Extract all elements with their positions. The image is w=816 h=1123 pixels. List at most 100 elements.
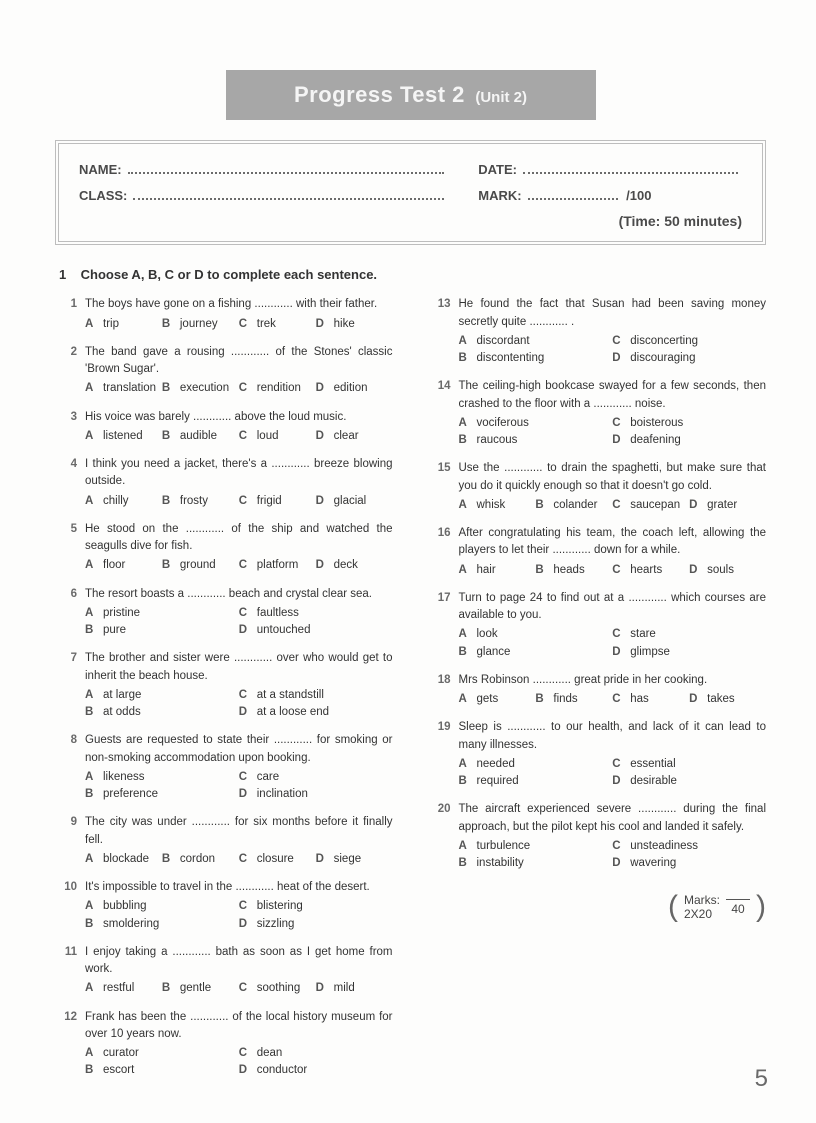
option[interactable]: Bjourney — [162, 316, 239, 333]
option[interactable]: Ddesirable — [612, 773, 766, 790]
option[interactable]: Awhisk — [459, 497, 536, 514]
option[interactable]: Dsouls — [689, 562, 766, 579]
option[interactable]: Crendition — [239, 380, 316, 397]
option[interactable]: Ccare — [239, 769, 393, 786]
option[interactable]: Cfaultless — [239, 605, 393, 622]
option[interactable]: Bfinds — [535, 691, 612, 708]
option[interactable]: Bpure — [85, 622, 239, 639]
option[interactable]: Bcordon — [162, 851, 239, 868]
option[interactable]: Bfrosty — [162, 493, 239, 510]
option[interactable]: Bcolander — [535, 497, 612, 514]
option[interactable]: Ahair — [459, 562, 536, 579]
option[interactable]: Cdean — [239, 1045, 393, 1062]
option[interactable]: Aturbulence — [459, 838, 613, 855]
option[interactable]: Aat large — [85, 687, 239, 704]
option[interactable]: Chas — [612, 691, 689, 708]
question-number: 15 — [429, 460, 459, 495]
option[interactable]: Bground — [162, 557, 239, 574]
question-text: He stood on the ............ of the ship… — [85, 521, 393, 556]
options: Aat largeCat a standstillBat oddsDat a l… — [85, 687, 393, 722]
name-dots[interactable] — [128, 160, 445, 174]
option[interactable]: Cblistering — [239, 898, 393, 915]
option[interactable]: Cfrigid — [239, 493, 316, 510]
option[interactable]: Cclosure — [239, 851, 316, 868]
option[interactable]: Brequired — [459, 773, 613, 790]
option[interactable]: Bpreference — [85, 786, 239, 803]
option-letter: D — [612, 350, 630, 367]
option[interactable]: Agets — [459, 691, 536, 708]
option[interactable]: Bheads — [535, 562, 612, 579]
option-text: pristine — [103, 605, 140, 622]
option[interactable]: Baudible — [162, 428, 239, 445]
option[interactable]: Bescort — [85, 1062, 239, 1079]
question-columns: 1The boys have gone on a fishing .......… — [55, 296, 766, 1090]
option[interactable]: Csoothing — [239, 980, 316, 997]
option[interactable]: Cunsteadiness — [612, 838, 766, 855]
option[interactable]: Dhike — [316, 316, 393, 333]
option[interactable]: Dsiege — [316, 851, 393, 868]
option[interactable]: Dglacial — [316, 493, 393, 510]
option[interactable]: Ablockade — [85, 851, 162, 868]
option[interactable]: Cplatform — [239, 557, 316, 574]
option[interactable]: Dinclination — [239, 786, 393, 803]
option[interactable]: Alook — [459, 626, 613, 643]
class-dots[interactable] — [133, 187, 444, 201]
option[interactable]: Bgentle — [162, 980, 239, 997]
option[interactable]: Ddeck — [316, 557, 393, 574]
option[interactable]: Braucous — [459, 432, 613, 449]
option[interactable]: Binstability — [459, 855, 613, 872]
mark-dots[interactable] — [528, 187, 619, 201]
option[interactable]: Alistened — [85, 428, 162, 445]
date-dots[interactable] — [523, 160, 738, 174]
option[interactable]: Bexecution — [162, 380, 239, 397]
question-text: Mrs Robinson ............ great pride in… — [459, 672, 767, 689]
option[interactable]: Bglance — [459, 644, 613, 661]
option[interactable]: Ctrek — [239, 316, 316, 333]
option[interactable]: Adiscordant — [459, 333, 613, 350]
option[interactable]: Dtakes — [689, 691, 766, 708]
option-letter: A — [459, 691, 477, 708]
option[interactable]: Cdisconcerting — [612, 333, 766, 350]
option[interactable]: Dglimpse — [612, 644, 766, 661]
option[interactable]: Apristine — [85, 605, 239, 622]
option[interactable]: Achilly — [85, 493, 162, 510]
question-number: 2 — [55, 344, 85, 379]
option[interactable]: Alikeness — [85, 769, 239, 786]
option[interactable]: Bat odds — [85, 704, 239, 721]
option-text: at a loose end — [257, 704, 329, 721]
option[interactable]: Ddeafening — [612, 432, 766, 449]
option[interactable]: Duntouched — [239, 622, 393, 639]
option[interactable]: Cessential — [612, 756, 766, 773]
option[interactable]: Abubbling — [85, 898, 239, 915]
option[interactable]: Dmild — [316, 980, 393, 997]
option[interactable]: Dat a loose end — [239, 704, 393, 721]
option[interactable]: Dconductor — [239, 1062, 393, 1079]
option[interactable]: Dgrater — [689, 497, 766, 514]
option[interactable]: Cstare — [612, 626, 766, 643]
option[interactable]: Cat a standstill — [239, 687, 393, 704]
option-letter: A — [459, 333, 477, 350]
option-letter: A — [85, 380, 103, 397]
option[interactable]: Dwavering — [612, 855, 766, 872]
option[interactable]: Dedition — [316, 380, 393, 397]
option[interactable]: Csaucepan — [612, 497, 689, 514]
option[interactable]: Bsmoldering — [85, 916, 239, 933]
option[interactable]: Cloud — [239, 428, 316, 445]
option[interactable]: Aneeded — [459, 756, 613, 773]
option[interactable]: Afloor — [85, 557, 162, 574]
option-text: glacial — [334, 493, 367, 510]
option[interactable]: Atrip — [85, 316, 162, 333]
option[interactable]: Acurator — [85, 1045, 239, 1062]
page-number: 5 — [755, 1065, 768, 1093]
option[interactable]: Avociferous — [459, 415, 613, 432]
question: 4I think you need a jacket, there's a ..… — [55, 456, 393, 510]
option[interactable]: Dsizzling — [239, 916, 393, 933]
option[interactable]: Chearts — [612, 562, 689, 579]
option[interactable]: Dclear — [316, 428, 393, 445]
option[interactable]: Bdiscontenting — [459, 350, 613, 367]
option[interactable]: Arestful — [85, 980, 162, 997]
option[interactable]: Cboisterous — [612, 415, 766, 432]
option[interactable]: Ddiscouraging — [612, 350, 766, 367]
question-number: 12 — [55, 1009, 85, 1044]
option[interactable]: Atranslation — [85, 380, 162, 397]
